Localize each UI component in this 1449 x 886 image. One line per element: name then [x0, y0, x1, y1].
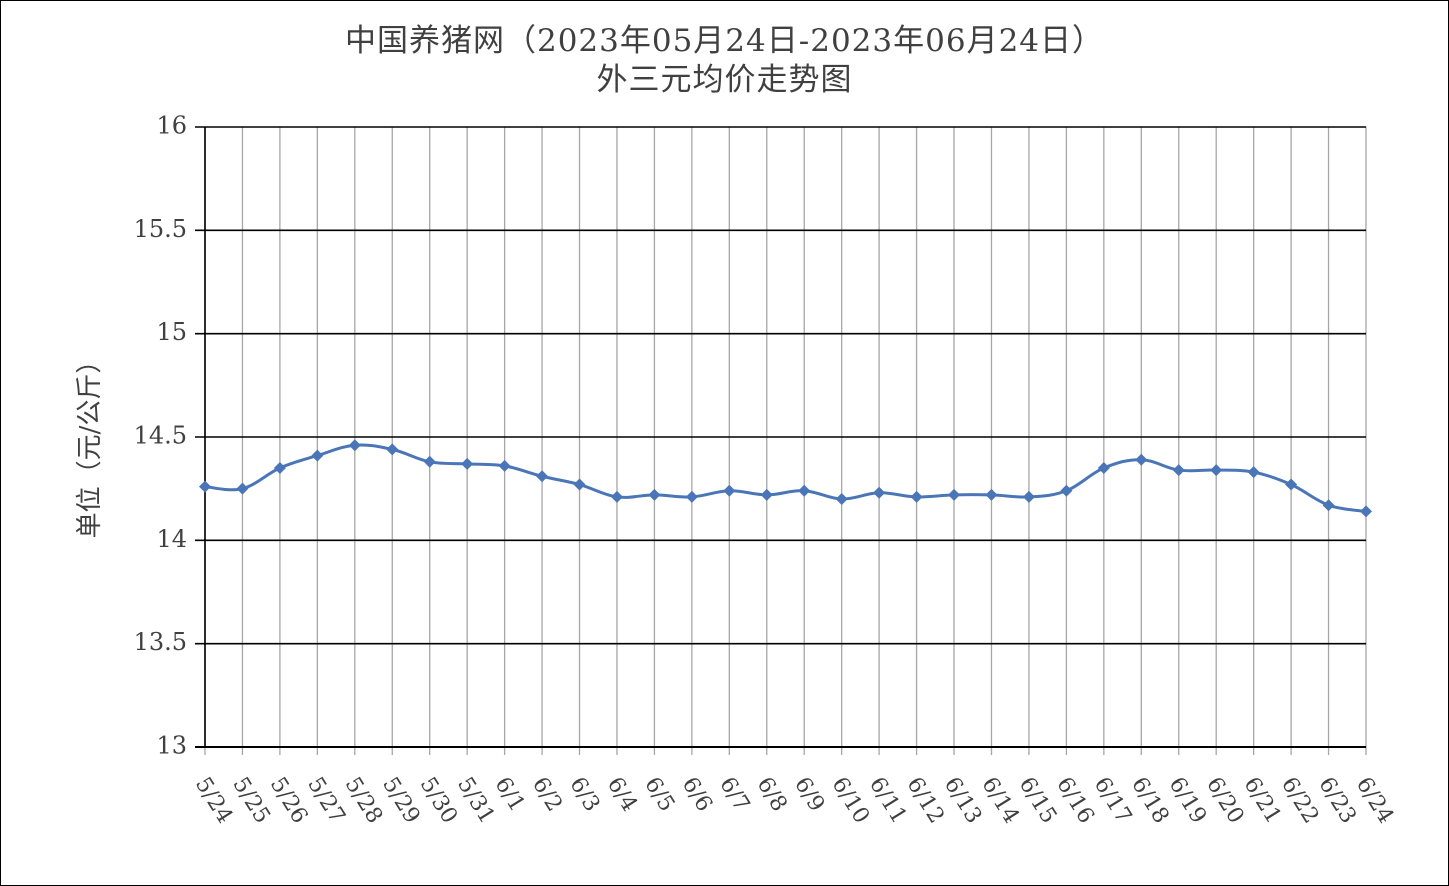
data-point-6-20	[1210, 464, 1223, 477]
data-point-6-14	[985, 488, 998, 501]
x-tick-label: 6/17	[1089, 773, 1136, 828]
x-tick-label: 6/4	[602, 773, 642, 816]
x-tick-label: 5/25	[227, 773, 274, 828]
series-line	[203, 443, 1368, 513]
data-point-5-25	[236, 482, 249, 495]
data-point-6-19	[1172, 464, 1185, 477]
y-axis-title: 单位（元/公斤）	[75, 348, 105, 539]
x-tick-label: 6/8	[752, 773, 792, 816]
data-point-5-31	[461, 457, 474, 470]
x-tick-label: 6/24	[1351, 773, 1398, 828]
x-tick-label: 6/21	[1239, 773, 1286, 828]
data-point-5-27	[311, 449, 324, 462]
data-point-6-21	[1247, 466, 1260, 479]
y-tick-label: 13	[156, 732, 187, 760]
data-point-6-9	[798, 484, 811, 497]
horizontal-gridlines	[195, 126, 1366, 748]
x-tick-label: 6/19	[1164, 773, 1211, 828]
x-tick-label: 6/15	[1014, 773, 1061, 828]
x-tick-label: 6/12	[901, 773, 948, 828]
y-tick-label: 14	[156, 525, 187, 553]
data-point-6-24	[1360, 505, 1372, 518]
data-point-5-29	[386, 443, 399, 456]
x-tick-label: 6/5	[639, 773, 679, 816]
x-tick-label: 6/20	[1201, 773, 1248, 828]
data-point-6-5	[648, 488, 661, 501]
data-point-6-8	[760, 488, 773, 501]
x-tick-label: 5/29	[377, 773, 424, 828]
x-tick-label: 5/26	[265, 773, 312, 828]
series-price	[199, 439, 1372, 518]
data-point-5-24	[199, 480, 211, 493]
x-tick-label: 6/2	[527, 773, 567, 816]
data-point-6-4	[610, 490, 623, 503]
x-tick-label: 6/3	[564, 773, 604, 816]
data-point-6-3	[573, 478, 586, 491]
y-tick-label: 15	[156, 318, 187, 346]
y-tick-labels: 13 13.5 14 14.5 15 15.5 16	[134, 112, 187, 760]
x-tick-label: 5/31	[452, 773, 499, 828]
axes	[195, 127, 1366, 748]
x-tick-label: 6/6	[677, 773, 717, 816]
data-point-6-17	[1097, 462, 1110, 474]
y-tick-label: 16	[156, 112, 187, 140]
data-point-6-10	[835, 493, 848, 505]
vertical-gridlines	[204, 127, 1367, 755]
data-point-6-22	[1285, 478, 1298, 491]
x-tick-label: 6/10	[827, 773, 874, 828]
data-point-6-1	[498, 459, 511, 472]
x-tick-label: 6/13	[939, 773, 986, 828]
data-point-6-7	[723, 484, 736, 497]
x-tick-label: 6/9	[789, 773, 829, 816]
data-point-5-26	[273, 462, 286, 474]
x-tick-label: 5/28	[340, 773, 387, 828]
x-tick-label: 6/7	[714, 773, 754, 816]
data-point-5-30	[423, 455, 436, 468]
x-tick-label: 6/22	[1276, 773, 1323, 828]
data-point-6-16	[1060, 484, 1073, 497]
data-point-6-12	[910, 490, 923, 503]
x-tick-label: 5/30	[415, 773, 462, 828]
data-point-5-28	[348, 439, 361, 452]
x-tick-labels: 5/245/255/265/275/285/295/305/316/16/26/…	[190, 773, 1398, 828]
x-tick-label: 6/11	[864, 773, 911, 828]
x-tick-label: 5/27	[302, 773, 349, 828]
data-point-6-6	[685, 490, 698, 503]
y-tick-label: 15.5	[134, 215, 187, 243]
x-tick-label: 6/16	[1051, 773, 1098, 828]
data-point-6-15	[1022, 490, 1035, 503]
data-point-6-13	[948, 488, 961, 501]
data-point-6-23	[1322, 499, 1335, 512]
y-tick-label: 13.5	[134, 628, 187, 656]
x-tick-label: 6/18	[1126, 773, 1173, 828]
data-point-6-2	[536, 470, 549, 483]
chart-subtitle: 外三元均价走势图	[596, 62, 853, 98]
x-tick-label: 6/23	[1313, 773, 1360, 828]
data-point-6-11	[873, 486, 886, 499]
data-point-6-18	[1135, 453, 1148, 466]
x-tick-label: 6/14	[976, 773, 1023, 828]
x-tick-label: 5/24	[190, 773, 237, 828]
y-tick-label: 14.5	[134, 422, 187, 450]
chart-title: 中国养猪网（2023年05月24日-2023年06月24日）	[344, 23, 1105, 59]
